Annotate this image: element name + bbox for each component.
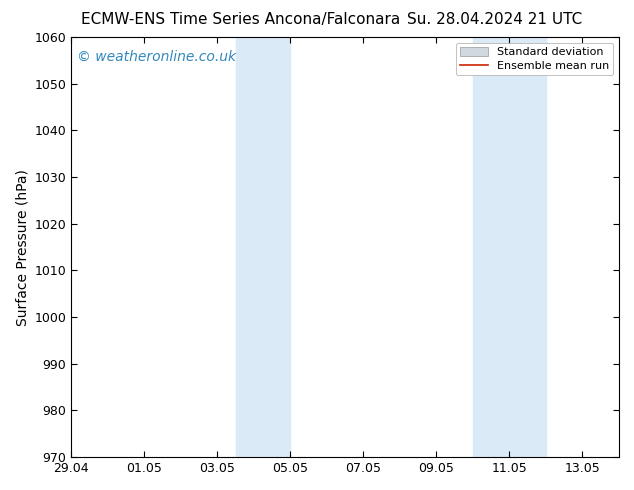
Bar (473, 37, 546, 457)
Y-axis label: Surface Pressure (hPa): Surface Pressure (hPa) (15, 169, 29, 325)
Legend: Standard deviation, Ensemble mean run: Standard deviation, Ensemble mean run (456, 43, 614, 75)
Text: Su. 28.04.2024 21 UTC: Su. 28.04.2024 21 UTC (407, 12, 582, 27)
Bar (236, 37, 290, 457)
Text: © weatheronline.co.uk: © weatheronline.co.uk (77, 50, 236, 64)
Text: ECMW-ENS Time Series Ancona/Falconara: ECMW-ENS Time Series Ancona/Falconara (81, 12, 401, 27)
